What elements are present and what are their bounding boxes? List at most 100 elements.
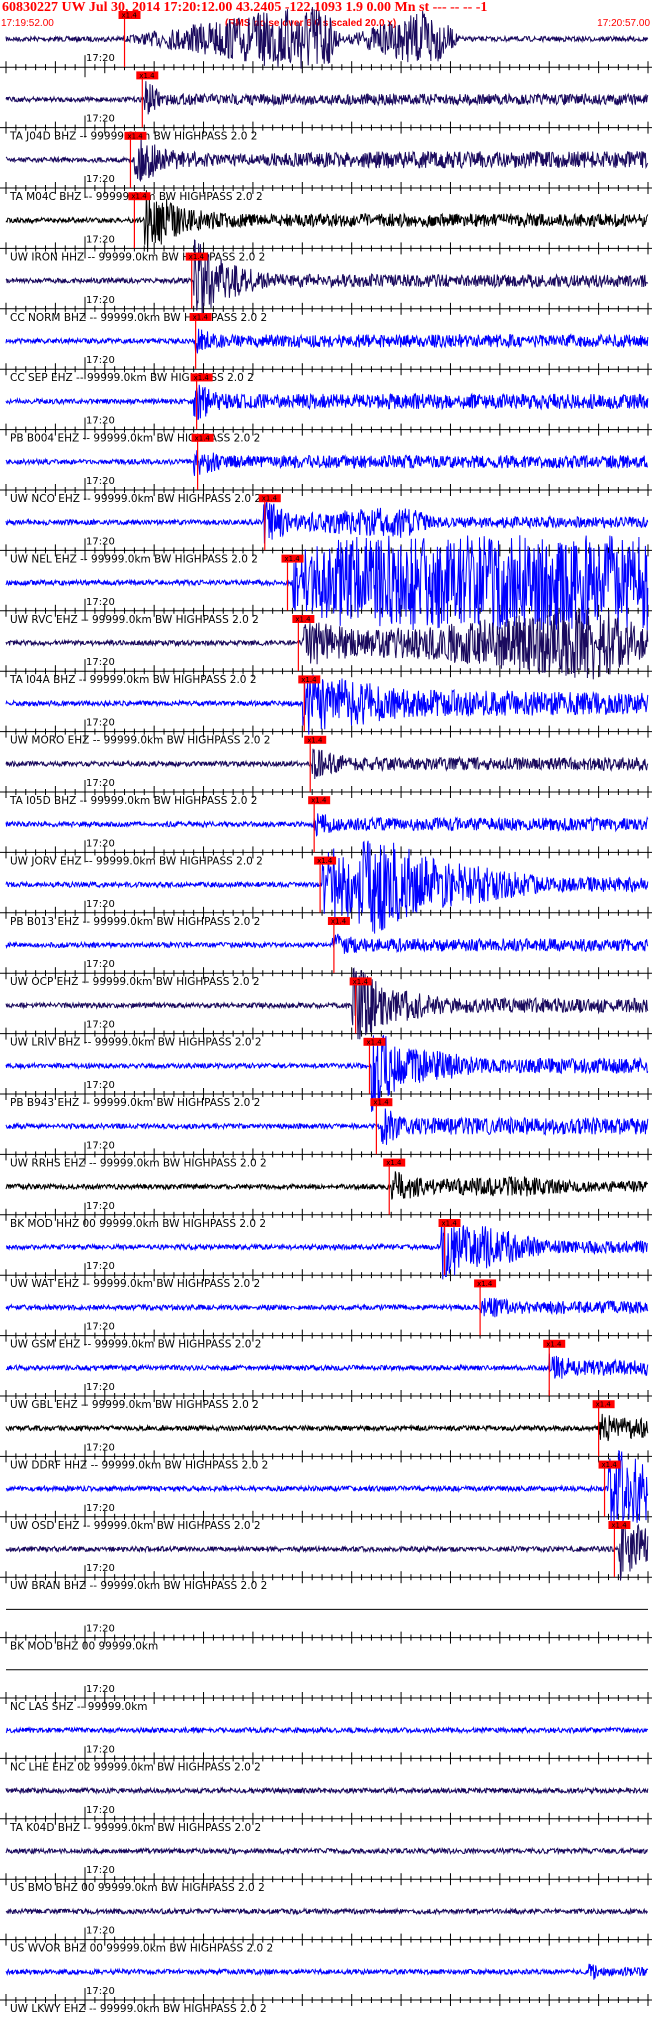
pick-label: x1.4 <box>284 555 300 563</box>
minute-label: 17:20 <box>86 1322 115 1333</box>
minute-label: 17:20 <box>86 718 115 729</box>
pick-label: x1.4 <box>131 193 147 201</box>
station-label-10: TA I04A BHZ -- 99999.0km BW HIGHPASS 2.0… <box>9 674 257 686</box>
station-label-6: PB B004 EHZ -- 99999.0km BW HIGHPASS 2.0… <box>10 433 260 445</box>
pick-label: x1.4 <box>195 434 211 442</box>
waveform-13 <box>5 813 649 837</box>
pick-box <box>292 615 315 623</box>
minute-label: 17:20 <box>86 295 115 306</box>
pick-label: x1.4 <box>295 616 311 624</box>
pick-box <box>474 1279 497 1288</box>
pick-box <box>298 675 321 684</box>
minute-label: 17:20 <box>86 778 115 789</box>
waveform-4 <box>5 239 649 316</box>
station-label-27: NC LAS SHZ -- 99999.0km <box>10 1701 148 1713</box>
minute-label: 17:20 <box>86 1503 115 1514</box>
minute-label: 17:20 <box>86 355 115 366</box>
waveform-18 <box>5 1108 649 1145</box>
trace-29: 17:20 TA K04D BHZ -- 99999.0km BW HIGHPAS… <box>0 1786 652 1834</box>
pick-box <box>383 1158 406 1167</box>
minute-label: 17:20 <box>86 838 115 849</box>
waveform-16 <box>5 967 649 1040</box>
waveform-0 <box>5 6 649 69</box>
waveform-30 <box>5 1846 648 1856</box>
station-label-4: CC NORM BHZ -- 99999.0km BW HIGHPASS 2.0… <box>10 312 267 324</box>
trace-14: 17:20 x1.4 PB B013 EHZ -- 99999.0km BW HIG… <box>0 840 652 934</box>
station-label-5: CC SEP EHZ -- 99999.0km BW HIGHPASS 2.0 … <box>10 372 254 384</box>
trace-17: 17:20 x1.4 PB B943 EHZ -- 99999.0km BW HIG… <box>0 1034 652 1112</box>
waveform-31 <box>5 1907 649 1916</box>
minute-label: 17:20 <box>86 1201 115 1212</box>
end-time: 17:20:57.00 <box>597 18 650 29</box>
pick-box <box>608 1521 631 1529</box>
waveform-1 <box>5 81 649 115</box>
minute-label: 17:20 <box>86 536 115 547</box>
pick-box <box>191 433 214 442</box>
waveform-9 <box>5 535 649 631</box>
pick-label: x1.4 <box>189 253 205 261</box>
waveform-29 <box>5 1786 649 1795</box>
waveform-8 <box>5 501 649 544</box>
minute-label: 17:20 <box>86 1926 115 1937</box>
station-label-20: UW WAT EHZ -- 99999.0km BW HIGHPASS 2.0 … <box>10 1278 260 1290</box>
pick-box <box>258 494 281 503</box>
minute-label: 17:20 <box>86 1744 115 1755</box>
trace-32: 17:20 UW LKWY EHZ -- 99999.0km BW HIGHPAS… <box>0 1963 652 2015</box>
minute-label: 17:20 <box>86 959 115 970</box>
station-label-13: UW JORV EHZ -- 99999.0km BW HIGHPASS 2.0… <box>10 855 263 867</box>
waveform-2 <box>5 135 649 183</box>
station-label-12: TA I05D BHZ -- 99999.0km BW HIGHPASS 2.0… <box>9 795 257 807</box>
pick-label: x1.4 <box>139 72 155 80</box>
waveform-24 <box>5 1450 649 1526</box>
minute-label: 17:20 <box>86 1382 115 1393</box>
waveform-19 <box>5 1171 649 1200</box>
minute-label: 17:20 <box>86 1865 115 1876</box>
trace-31: 17:20 US WVOR BHZ 00 99999.0km BW HIGHPAS… <box>0 1907 652 1955</box>
pick-label: x1.4 <box>301 676 317 684</box>
station-label-9: UW RVC EHZ -- 99999.0km BW HIGHPASS 2.0 … <box>10 614 259 626</box>
waveform-15 <box>5 933 649 954</box>
waveform-21 <box>5 1297 649 1318</box>
minute-label: 17:20 <box>86 1080 115 1091</box>
minute-label: 17:20 <box>86 597 115 608</box>
trace-11: 17:20 x1.4 UW MORO EHZ -- 99999.0km BW HIG… <box>0 674 652 747</box>
minute-label: 17:20 <box>86 114 115 125</box>
pick-box <box>136 71 159 80</box>
station-label-25: UW BRAN BHZ -- 99999.0km BW HIGHPASS 2.0… <box>10 1580 267 1592</box>
station-label-19: BK MOD HHZ 00 99999.0km BW HIGHPASS 2.0 … <box>10 1218 266 1230</box>
pick-label: x1.4 <box>386 1159 402 1167</box>
waveform-3 <box>5 190 649 252</box>
trace-13: 17:20 x1.4 UW JORV EHZ -- 99999.0km BW HIG… <box>0 796 652 867</box>
station-label-21: UW GSM EHZ -- 99999.0km BW HIGHPASS 2.0 … <box>10 1339 261 1351</box>
minute-label: 17:20 <box>86 1624 115 1635</box>
station-label-11: UW MORO EHZ -- 99999.0km BW HIGHPASS 2.0… <box>10 735 270 747</box>
station-label-24: UW OSD EHZ -- 99999.0km BW HIGHPASS 2.0 … <box>10 1520 261 1532</box>
pick-label: x1.4 <box>366 1038 382 1046</box>
minute-label: 17:20 <box>86 899 115 910</box>
waveform-10 <box>5 608 649 680</box>
station-label-17: PB B943 EHZ -- 99999.0km BW HIGHPASS 2.0… <box>10 1097 260 1109</box>
pick-box <box>438 1219 461 1227</box>
trace-24: 17:20 x1.4 UW OSD EHZ -- 99999.0km BW HIGH… <box>0 1450 652 1532</box>
pick-label: x1.4 <box>596 1401 612 1409</box>
minute-label: 17:20 <box>86 1442 115 1453</box>
minute-label: 17:20 <box>86 1684 115 1695</box>
pick-label: x1.4 <box>193 314 209 322</box>
minute-label: 17:20 <box>86 1261 115 1272</box>
pick-box <box>128 192 151 201</box>
pick-box <box>308 796 331 805</box>
station-label-28: NC LHE EHZ 02 99999.0km BW HIGHPASS 2.0 … <box>10 1761 261 1773</box>
pick-box <box>363 1037 386 1046</box>
pick-box <box>118 11 141 19</box>
minute-label: 17:20 <box>86 1140 115 1151</box>
waveform-14 <box>5 840 649 934</box>
trace-30: 17:20 US BMO BHZ 00 99999.0km BW HIGHPASS… <box>0 1846 652 1894</box>
pick-box <box>543 1339 566 1348</box>
waveform-7 <box>5 450 649 476</box>
pick-label: x1.4 <box>317 857 333 865</box>
station-label-22: UW GBL EHZ -- 99999.0km BW HIGHPASS 2.0 … <box>10 1399 259 1411</box>
waveform-6 <box>5 384 649 420</box>
trace-26: 17:20 BK MOD BHZ 00 99999.0km <box>0 1608 652 1653</box>
